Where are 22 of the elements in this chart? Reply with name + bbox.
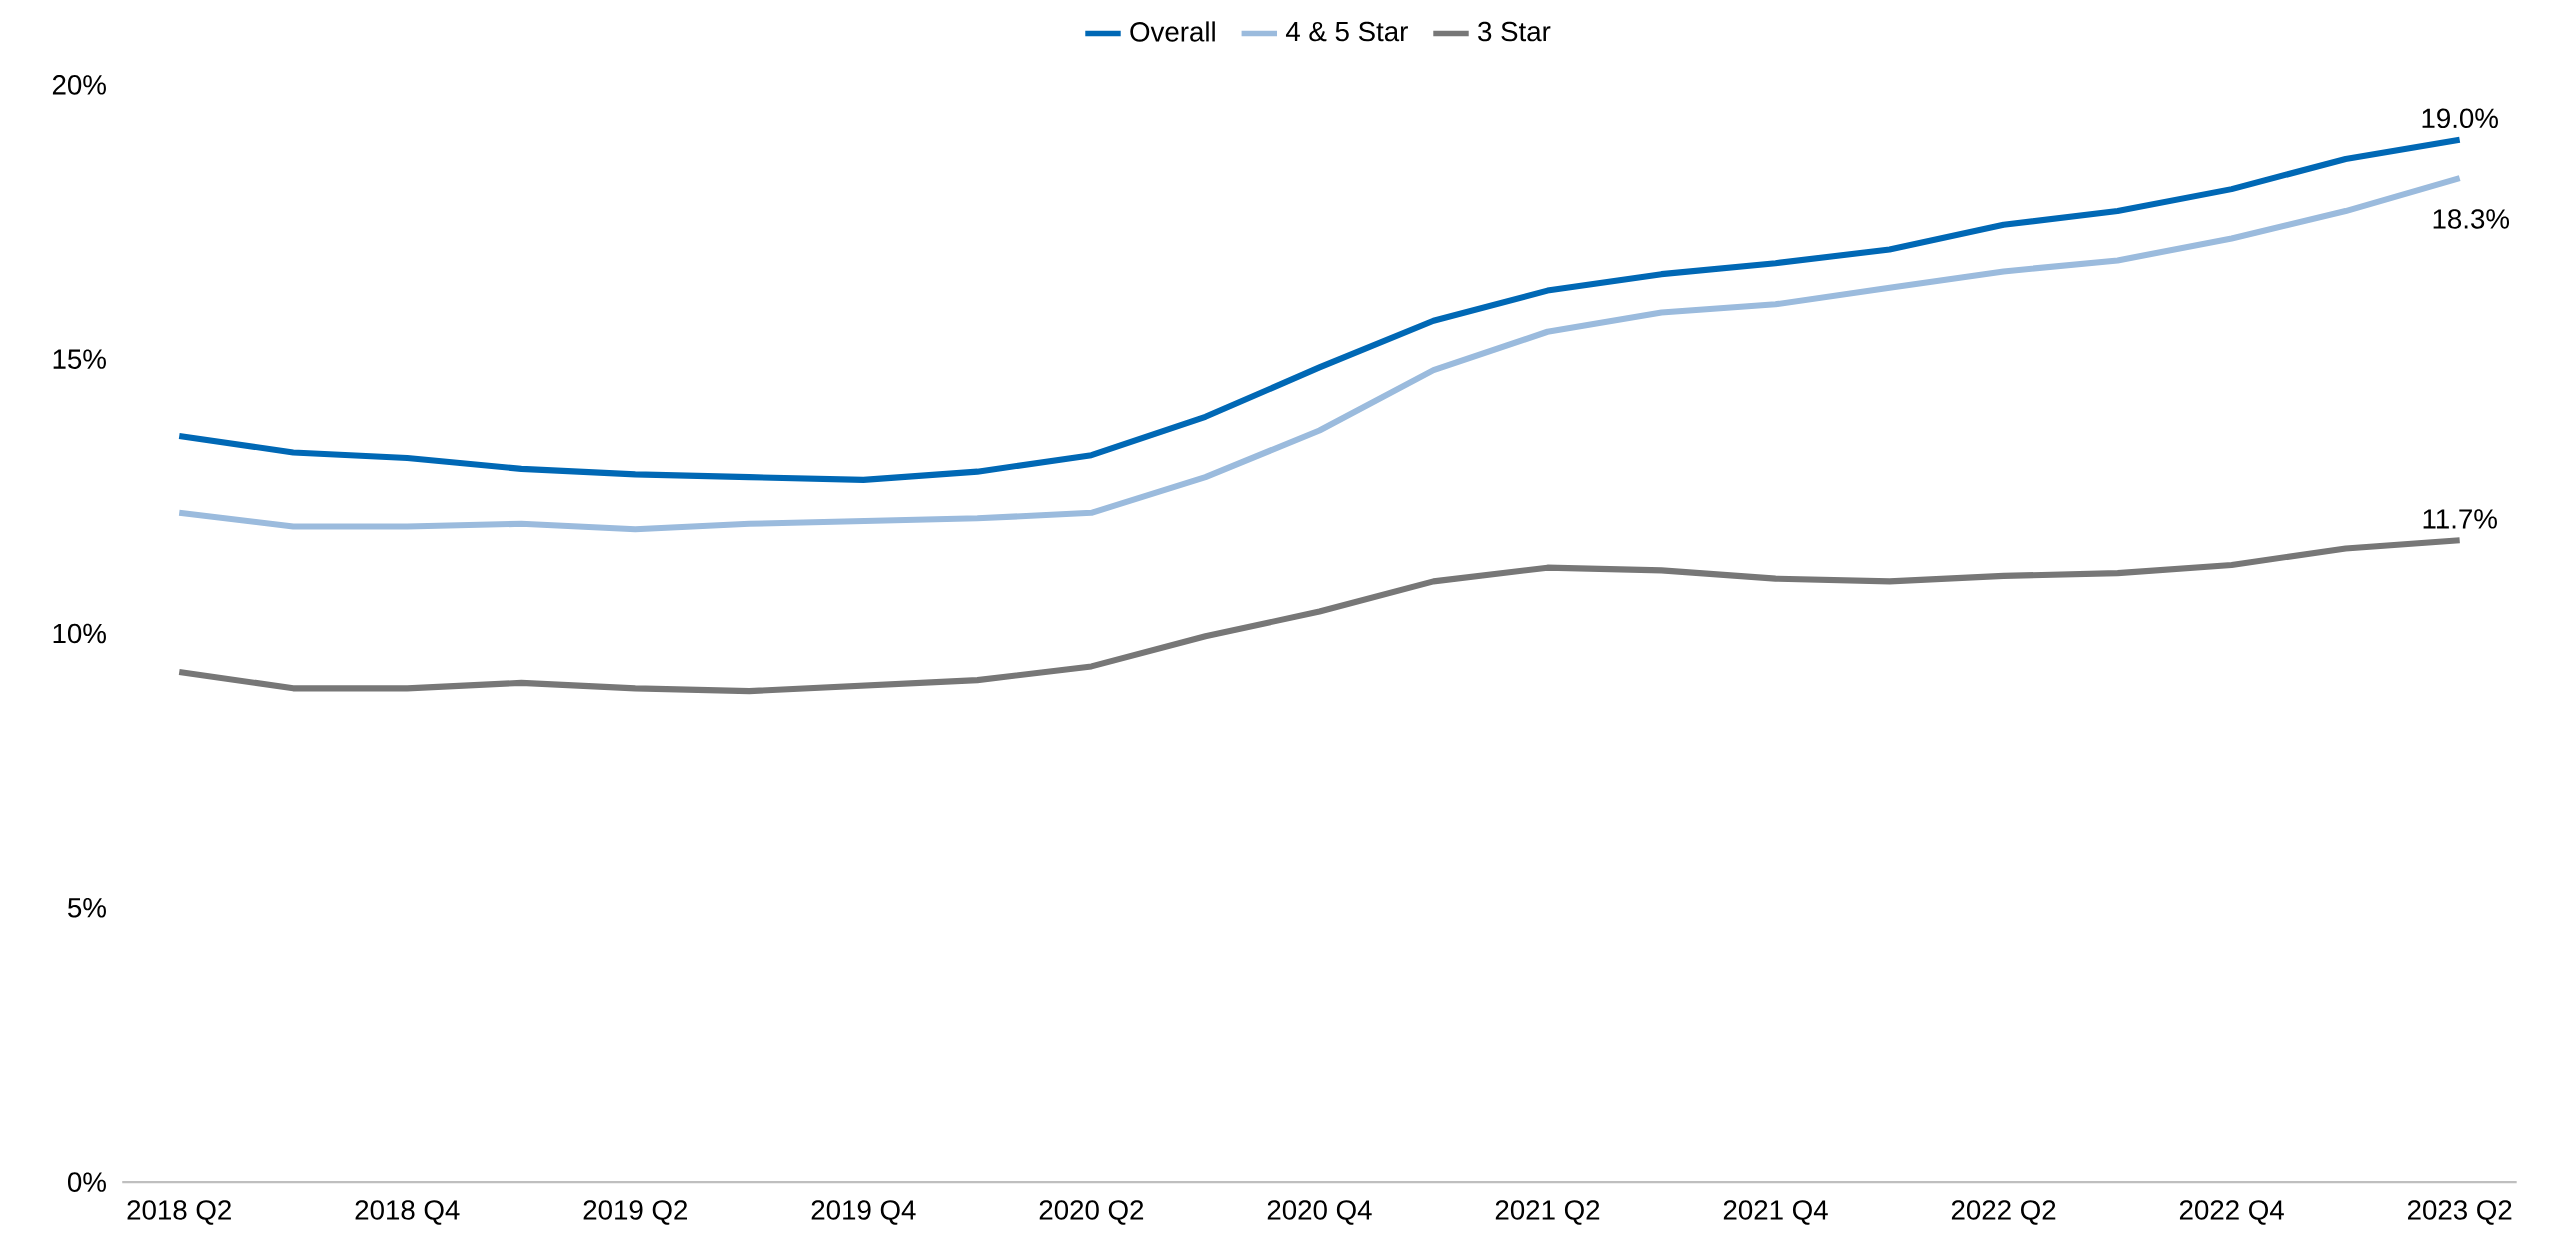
legend-label: 4 & 5 Star (1285, 21, 1408, 42)
x-tick-label: 2021 Q4 (1723, 1200, 1828, 1225)
x-tick-label: 2022 Q2 (1951, 1200, 2056, 1225)
y-tick-label: 15% (53, 349, 106, 369)
y-tick-label: 20% (52, 75, 106, 95)
x-tick-label: 2018 Q2 (127, 1200, 231, 1225)
x-tick-label: 2018 Q4 (355, 1200, 460, 1225)
data-label: 19.0% (2422, 108, 2498, 129)
y-tick-label: 5% (68, 898, 106, 918)
legend-label: 3 Star (1478, 21, 1551, 42)
x-tick-label: 2020 Q2 (1039, 1200, 1144, 1225)
x-tick-label: 2019 Q2 (583, 1200, 687, 1225)
x-tick-label: 2021 Q2 (1495, 1200, 1600, 1225)
x-tick-label: 2019 Q4 (811, 1200, 916, 1225)
y-tick-label: 10% (53, 623, 106, 644)
data-label: 11.7% (2423, 509, 2497, 529)
x-tick-label: 2020 Q4 (1267, 1200, 1372, 1225)
y-tick-label: 0% (68, 1172, 106, 1192)
data-label: 18.3% (2433, 209, 2510, 229)
x-tick-label: 2023 Q2 (2407, 1200, 2512, 1225)
legend-label: Overall (1130, 21, 1215, 42)
x-tick-label: 2022 Q4 (2179, 1200, 2284, 1225)
